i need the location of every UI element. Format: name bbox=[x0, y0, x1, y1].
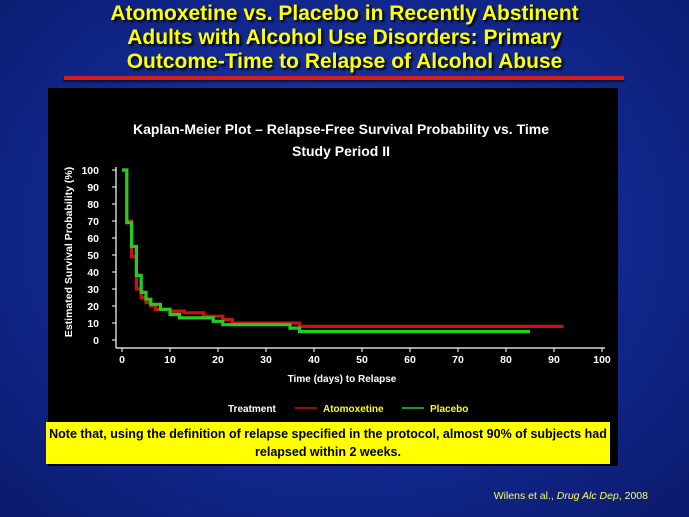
x-tick-label: 30 bbox=[260, 354, 272, 366]
x-tick-label: 50 bbox=[356, 354, 368, 366]
y-tick-label: 30 bbox=[87, 284, 99, 296]
series-line-placebo bbox=[122, 168, 530, 334]
y-tick-label: 10 bbox=[87, 318, 99, 330]
y-tick-label: 20 bbox=[87, 301, 99, 313]
x-tick-label: 20 bbox=[212, 354, 224, 366]
chart-title-line-2: Study Period II bbox=[292, 143, 390, 159]
x-tick-label: 90 bbox=[548, 354, 560, 366]
chart-panel bbox=[48, 88, 618, 466]
series-line-atomoxetine bbox=[122, 168, 564, 328]
y-axis-label: Estimated Survival Probability (%) bbox=[63, 167, 75, 337]
x-tick-label: 10 bbox=[164, 354, 176, 366]
y-tick-label: 90 bbox=[87, 182, 99, 194]
y-tick-label: 50 bbox=[87, 250, 99, 262]
title-divider bbox=[64, 76, 624, 80]
x-tick-label: 70 bbox=[452, 354, 464, 366]
chart-series bbox=[122, 168, 564, 334]
slide-title-line-2: Adults with Alcohol Use Disorders: Prima… bbox=[127, 26, 562, 49]
legend-label-placebo: Placebo bbox=[430, 404, 468, 415]
slide-title: Atomoxetine vs. Placebo in Recently Abst… bbox=[0, 2, 689, 74]
legend-label-atomoxetine: Atomoxetine bbox=[323, 404, 384, 415]
chart-axes: 0 10 20 30 40 50 60 70 80 90 100 0 10 20 30 40 50 60 70 80 9… bbox=[81, 165, 610, 366]
slide-title-line-3: Outcome-Time to Relapse of Alcohol Abuse bbox=[126, 50, 563, 73]
x-tick-label: 100 bbox=[593, 354, 611, 366]
slide-title-line-1: Atomoxetine vs. Placebo in Recently Abst… bbox=[110, 2, 579, 25]
citation-year: , 2008 bbox=[618, 490, 648, 502]
note-text: Note that, using the definition of relap… bbox=[49, 427, 607, 459]
x-tick-label: 40 bbox=[308, 354, 320, 366]
x-tick-label: 60 bbox=[404, 354, 416, 366]
chart-legend: Treatment Atomoxetine Placebo bbox=[228, 404, 468, 415]
chart-title-line-1: Kaplan-Meier Plot – Relapse-Free Surviva… bbox=[133, 121, 549, 137]
x-axis-label: Time (days) to Relapse bbox=[288, 374, 397, 385]
note-box: Note that, using the definition of relap… bbox=[46, 422, 610, 464]
y-tick-label: 80 bbox=[87, 199, 99, 211]
x-tick-label: 80 bbox=[500, 354, 512, 366]
legend-title: Treatment bbox=[228, 404, 276, 415]
x-tick-label: 0 bbox=[119, 354, 125, 366]
y-tick-label: 100 bbox=[81, 165, 99, 177]
y-tick-label: 0 bbox=[93, 335, 99, 347]
citation: Wilens et al., Drug Alc Dep, 2008 bbox=[494, 490, 648, 502]
citation-authors: Wilens et al., bbox=[493, 490, 557, 502]
y-tick-label: 60 bbox=[87, 233, 99, 245]
y-tick-label: 40 bbox=[87, 267, 99, 279]
citation-journal: Drug Alc Dep bbox=[556, 490, 619, 502]
y-tick-label: 70 bbox=[87, 216, 99, 228]
